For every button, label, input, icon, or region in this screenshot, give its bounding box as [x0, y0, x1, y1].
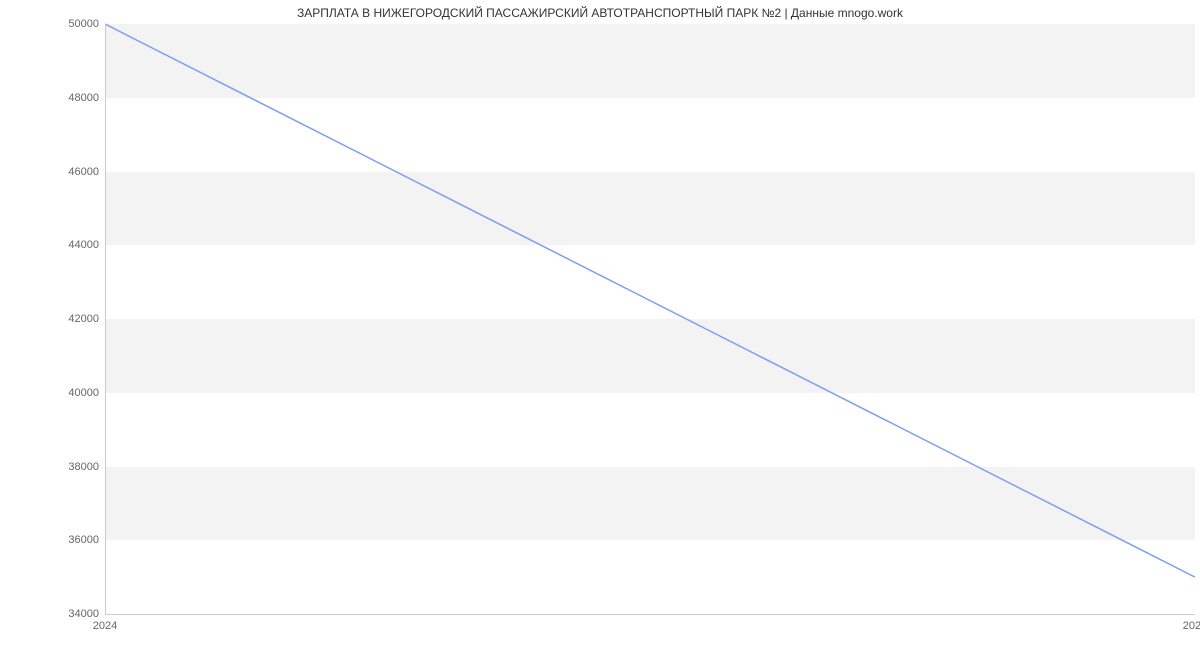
y-tick-label: 48000 — [68, 92, 105, 104]
y-axis-line — [105, 24, 106, 614]
x-tick-label: 2024 — [93, 614, 117, 632]
chart-title: ЗАРПЛАТА В НИЖЕГОРОДСКИЙ ПАССАЖИРСКИЙ АВ… — [0, 6, 1200, 20]
series-line-salary — [105, 24, 1195, 577]
y-tick-label: 46000 — [68, 166, 105, 178]
y-tick-label: 42000 — [68, 313, 105, 325]
y-tick-label: 50000 — [68, 18, 105, 30]
x-tick-label: 2025 — [1183, 614, 1200, 632]
y-tick-label: 40000 — [68, 387, 105, 399]
plot-area: 3400036000380004000042000440004600048000… — [105, 24, 1195, 614]
y-tick-label: 38000 — [68, 461, 105, 473]
salary-line-chart: ЗАРПЛАТА В НИЖЕГОРОДСКИЙ ПАССАЖИРСКИЙ АВ… — [0, 0, 1200, 650]
y-tick-label: 36000 — [68, 534, 105, 546]
x-axis-line — [105, 614, 1195, 615]
y-tick-label: 44000 — [68, 239, 105, 251]
line-layer — [105, 24, 1195, 614]
